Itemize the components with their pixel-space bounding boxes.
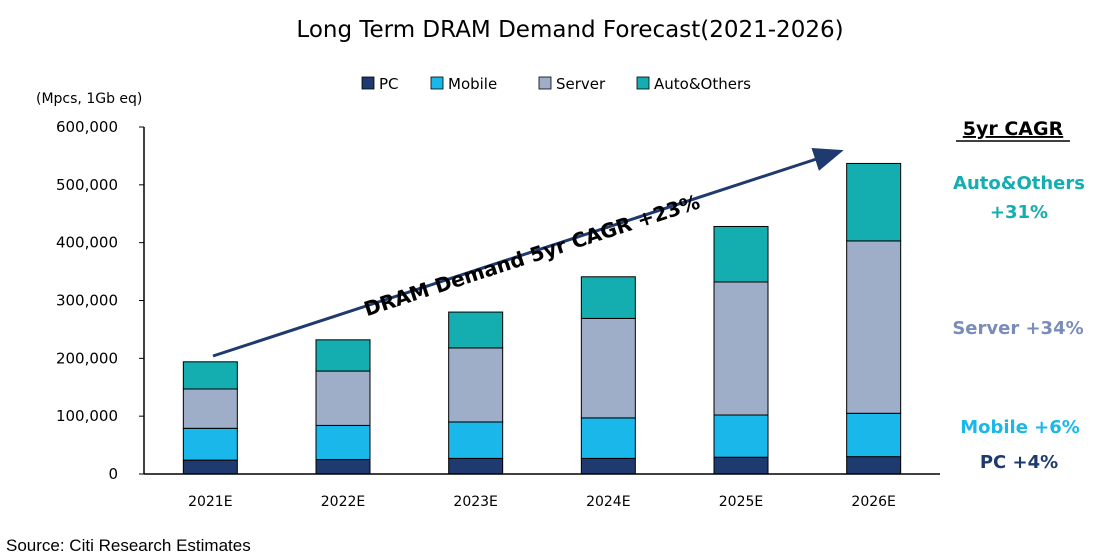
- legend-label: Server: [556, 75, 606, 93]
- x-axis: 2021E 2022E 2023E 2024E 2025E 2026E: [144, 473, 940, 510]
- legend-swatch-server: [538, 76, 552, 90]
- x-tick-label: 2025E: [719, 494, 763, 510]
- y-axis-unit-label: (Mpcs, 1Gb eq): [36, 91, 142, 107]
- cagr-header: 5yr CAGR: [963, 118, 1064, 140]
- legend: PC Mobile Server Auto&Others: [361, 75, 751, 93]
- bar-stack-2024E: [580, 276, 636, 475]
- x-tick-label: 2021E: [188, 494, 232, 510]
- bar-mobile-2022E: [315, 424, 371, 461]
- chart-title: Long Term DRAM Demand Forecast(2021-2026…: [296, 17, 843, 43]
- y-tick-label: 100,000: [56, 407, 118, 425]
- bar-pc-2021E: [182, 459, 238, 475]
- x-tick-label: 2022E: [321, 494, 365, 510]
- cagr-pc: PC +4%: [980, 452, 1058, 473]
- bar-mobile-2021E: [182, 427, 238, 461]
- bar-stack-2021E: [182, 361, 238, 475]
- bar-auto-others-2023E: [448, 311, 504, 349]
- bar-pc-2026E: [846, 456, 902, 475]
- legend-label: PC: [379, 75, 399, 93]
- bar-pc-2023E: [448, 457, 504, 475]
- y-axis: 0 100,000 200,000 300,000 400,000 500,000 600,…: [56, 118, 145, 483]
- bar-mobile-2026E: [846, 412, 902, 458]
- bar-mobile-2024E: [580, 417, 636, 459]
- bar-server-2025E: [713, 281, 769, 416]
- legend-swatch-pc: [361, 76, 375, 90]
- cagr-auto-others-line2: +31%: [990, 202, 1048, 223]
- bar-auto-others-2026E: [846, 162, 902, 242]
- legend-swatch-mobile: [430, 76, 444, 90]
- bar-server-2022E: [315, 370, 371, 426]
- bar-mobile-2023E: [448, 421, 504, 459]
- x-tick-label: 2026E: [851, 494, 895, 510]
- bar-stack-2022E: [315, 339, 371, 475]
- y-tick-label: 600,000: [56, 118, 118, 136]
- bar-server-2024E: [580, 317, 636, 419]
- source-note: Source: Citi Research Estimates: [6, 536, 251, 555]
- bar-pc-2024E: [580, 457, 636, 475]
- bar-stack-2025E: [713, 225, 769, 475]
- cagr-auto-others-line1: Auto&Others: [953, 173, 1085, 194]
- bar-stack-2023E: [448, 311, 504, 475]
- cagr-server: Server +34%: [952, 318, 1083, 339]
- bar-server-2026E: [846, 240, 902, 414]
- bars: [182, 162, 902, 475]
- y-tick-label: 400,000: [56, 234, 118, 252]
- y-tick-label: 500,000: [56, 176, 118, 194]
- bar-auto-others-2024E: [580, 276, 636, 319]
- trend-label: DRAM Demand 5yr CAGR +23%: [361, 190, 703, 322]
- legend-swatch-auto-others: [636, 76, 650, 90]
- y-tick-label: 0: [108, 465, 118, 483]
- legend-label: Mobile: [448, 75, 497, 93]
- y-tick-label: 200,000: [56, 349, 118, 367]
- bar-auto-others-2025E: [713, 225, 769, 283]
- bar-server-2021E: [182, 388, 238, 429]
- legend-label: Auto&Others: [654, 75, 751, 93]
- bar-server-2023E: [448, 347, 504, 423]
- cagr-mobile: Mobile +6%: [960, 417, 1080, 438]
- bar-stack-2026E: [846, 162, 902, 475]
- bar-auto-others-2021E: [182, 361, 238, 390]
- x-tick-label: 2024E: [586, 494, 630, 510]
- bar-mobile-2025E: [713, 414, 769, 458]
- y-tick-label: 300,000: [56, 292, 118, 310]
- bar-pc-2025E: [713, 456, 769, 475]
- bar-auto-others-2022E: [315, 339, 371, 372]
- trend-arrow: [212, 148, 844, 358]
- x-tick-label: 2023E: [453, 494, 497, 510]
- bar-pc-2022E: [315, 459, 371, 475]
